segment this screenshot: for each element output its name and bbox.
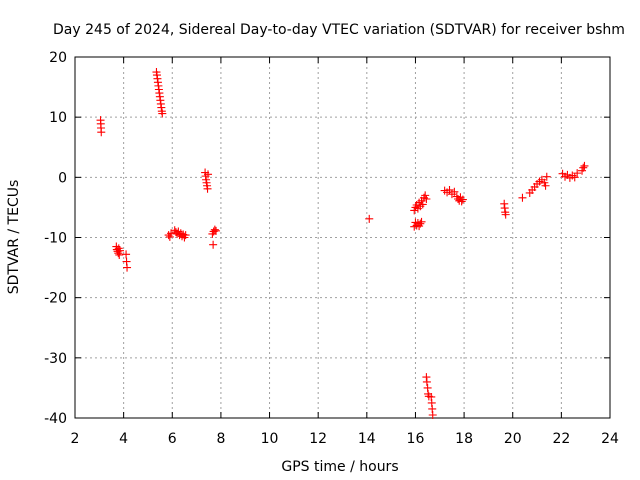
data-point — [501, 210, 510, 219]
data-point — [518, 193, 527, 202]
data-point — [181, 231, 190, 240]
y-tick-label: -40 — [44, 411, 67, 427]
y-tick-label: -20 — [44, 291, 67, 307]
data-point — [579, 163, 588, 172]
y-tick-label: 10 — [49, 110, 67, 126]
x-tick-label: 12 — [309, 431, 327, 447]
data-point — [421, 191, 430, 200]
data-point — [580, 161, 589, 170]
x-tick-label: 10 — [261, 431, 279, 447]
data-point — [210, 225, 219, 234]
x-tick-label: 20 — [504, 431, 522, 447]
data-point — [158, 109, 167, 118]
data-point — [416, 219, 425, 228]
data-point — [573, 169, 582, 178]
data-point — [209, 240, 218, 249]
data-point — [541, 181, 550, 190]
chart-title: Day 245 of 2024, Sidereal Day-to-day VTE… — [53, 22, 625, 38]
x-tick-label: 16 — [407, 431, 425, 447]
data-points — [96, 68, 589, 419]
data-point — [97, 128, 106, 137]
data-point — [417, 217, 426, 226]
data-point — [422, 377, 431, 386]
data-point — [457, 197, 466, 206]
x-tick-label: 2 — [71, 431, 80, 447]
data-point — [542, 172, 551, 181]
data-point — [570, 173, 579, 182]
data-point — [418, 200, 427, 209]
data-point — [123, 263, 132, 272]
x-tick-label: 6 — [168, 431, 177, 447]
x-tick-label: 18 — [455, 431, 473, 447]
y-tick-label: -10 — [44, 231, 67, 247]
y-tick-label: 0 — [58, 170, 67, 186]
y-tick-label: 20 — [49, 50, 67, 66]
data-point — [203, 184, 212, 193]
x-tick-label: 8 — [216, 431, 225, 447]
grid-lines — [75, 57, 610, 418]
x-tick-label: 22 — [552, 431, 570, 447]
data-point — [365, 214, 374, 223]
data-point — [115, 250, 124, 259]
data-point — [445, 185, 454, 194]
x-tick-label: 4 — [119, 431, 128, 447]
data-point — [122, 250, 131, 259]
data-point — [115, 246, 124, 255]
data-point — [428, 410, 437, 419]
data-point — [165, 232, 174, 241]
x-tick-label: 14 — [358, 431, 376, 447]
data-point — [212, 226, 221, 235]
data-point — [458, 195, 467, 204]
x-tick-label: 24 — [601, 431, 619, 447]
data-point — [204, 170, 213, 179]
y-axis-label: SDTVAR / TECUs — [6, 180, 22, 295]
y-tick-label: -30 — [44, 351, 67, 367]
data-point — [422, 194, 431, 203]
x-axis-label: GPS time / hours — [281, 459, 398, 475]
data-point — [450, 187, 459, 196]
